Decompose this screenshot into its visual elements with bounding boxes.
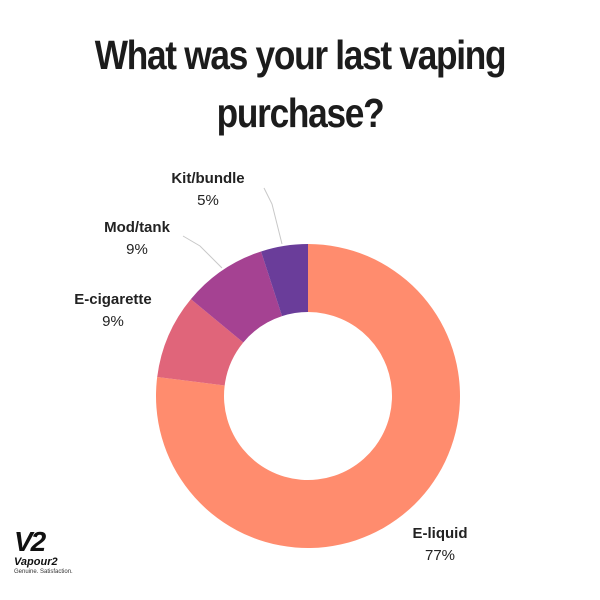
slice-value-e-liquid: 77% [425,547,455,564]
leader-line-kit-bundle [263,187,283,245]
logo-mark: V2 [14,526,46,557]
label-leader-lines [182,187,283,269]
slice-label-e-cigarette: E-cigarette [74,291,152,308]
donut-slices [156,244,460,549]
chart-title-line-1: What was your last vaping [94,32,507,78]
slice-mod-tank [190,251,283,343]
slice-kit-bundle [261,244,308,317]
slice-label-mod-tank: Mod/tank [104,219,170,236]
slice-value-mod-tank: 9% [126,241,148,258]
slice-labels: E-liquid 77% E-cigarette 9% Mod/tank 9% Kit/bu… [74,170,467,564]
leader-line-mod-tank [182,235,223,269]
slice-label-kit-bundle: Kit/bundle [171,170,244,187]
slice-value-kit-bundle: 5% [197,192,219,209]
chart-title: What was your last vaping purchase? [42,26,558,142]
slice-e-liquid [156,244,460,549]
vapour2-logo: V2 Vapour2 Genuine. Satisfaction. [14,528,84,584]
logo-name: Vapour2 [14,556,58,568]
slice-value-e-cigarette: 9% [102,313,124,330]
logo-tagline: Genuine. Satisfaction. [14,569,73,575]
chart-title-line-2: purchase? [216,90,385,136]
slice-label-e-liquid: E-liquid [413,525,468,542]
slice-e-cigarette [157,299,244,386]
